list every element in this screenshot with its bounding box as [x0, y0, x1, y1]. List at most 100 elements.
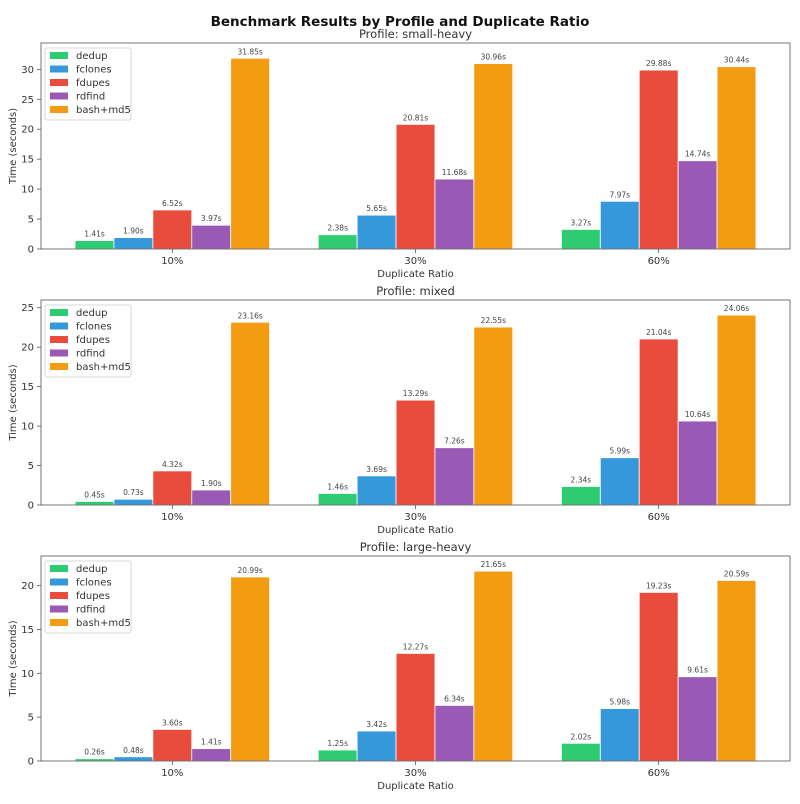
legend-swatch-bash+md5: [50, 106, 68, 113]
bar-fdupes-30%: [395, 123, 436, 250]
bar-dedup-30%: [317, 234, 358, 250]
y-tick-label: 5: [28, 713, 34, 724]
bar-value-label: 30.44s: [724, 56, 749, 65]
bar-value-label: 10.64s: [685, 410, 710, 419]
bar-value-label: 19.23s: [646, 581, 671, 590]
bar-rdfind-10%: [191, 489, 232, 506]
x-tick-label: 30%: [404, 512, 426, 523]
bar-fdupes-10%: [152, 729, 193, 762]
bar-value-label: 12.27s: [403, 642, 428, 651]
legend-swatch-fclones: [50, 322, 68, 330]
bar-rdfind-60%: [677, 160, 718, 250]
bar-rdfind-10%: [191, 748, 232, 762]
bar-value-label: 13.29s: [403, 389, 428, 398]
legend-label: fclones: [76, 578, 112, 589]
bar-value-label: 5.65s: [366, 204, 387, 213]
bar-value-label: 29.88s: [646, 59, 671, 68]
bar-value-label: 6.52s: [162, 199, 183, 208]
bar-value-label: 22.55s: [481, 316, 506, 325]
bar-fdupes-30%: [395, 399, 436, 506]
legend-label: bash+md5: [76, 105, 131, 116]
bar-value-label: 23.16s: [237, 311, 262, 320]
y-tick-label: 25: [21, 303, 34, 314]
bar-bash+md5-10%: [230, 321, 270, 506]
bar-value-label: 0.48s: [123, 746, 144, 755]
bar-fdupes-60%: [638, 338, 679, 506]
legend-swatch-dedup: [50, 309, 68, 316]
x-tick-label: 10%: [161, 256, 183, 267]
legend-swatch-fdupes: [50, 79, 68, 86]
legend-label: fclones: [76, 65, 112, 76]
bar-rdfind-30%: [434, 705, 475, 762]
legend: dedup fclones fdupes rdfind bash+md5: [44, 47, 132, 121]
bar-dedup-10%: [74, 501, 115, 506]
x-tick-label: 60%: [648, 256, 670, 267]
y-tick-label: 25: [21, 95, 34, 106]
legend-swatch-bash+md5: [50, 619, 68, 626]
bar-value-label: 24.06s: [724, 304, 749, 313]
bar-bash+md5-30%: [473, 570, 514, 762]
y-tick-label: 10: [21, 669, 34, 680]
bar-value-label: 21.04s: [646, 328, 671, 337]
subplot-0: Profile: small-heavy 1.41s 2.38s 3.27s 1.90s…: [8, 27, 791, 280]
y-tick-label: 15: [21, 155, 34, 166]
bar-bash+md5-60%: [716, 66, 757, 250]
bar-value-label: 0.26s: [84, 748, 105, 757]
bar-value-label: 21.65s: [481, 560, 506, 569]
figure-title: Benchmark Results by Profile and Duplica…: [211, 14, 590, 30]
bar-dedup-10%: [74, 240, 115, 250]
bar-bash+md5-30%: [473, 63, 514, 250]
bar-value-label: 3.69s: [366, 465, 387, 474]
y-tick-label: 10: [21, 422, 34, 433]
legend-swatch-fdupes: [50, 592, 68, 599]
x-tick-label: 60%: [648, 768, 670, 779]
bar-value-label: 7.26s: [444, 437, 465, 446]
subplot-title: Profile: mixed: [376, 284, 455, 298]
bar-fdupes-30%: [395, 653, 436, 762]
legend-swatch-rdfind: [50, 605, 68, 613]
y-tick-label: 0: [28, 501, 34, 512]
bar-value-label: 7.97s: [609, 190, 630, 199]
bar-fclones-10%: [113, 498, 154, 506]
legend-swatch-rdfind: [50, 349, 68, 357]
bar-fdupes-60%: [638, 69, 679, 250]
bar-value-label: 20.99s: [237, 566, 262, 575]
bar-bash+md5-10%: [230, 576, 270, 762]
y-tick-label: 20: [21, 581, 34, 592]
bar-value-label: 11.68s: [442, 168, 467, 177]
y-tick-label: 5: [28, 461, 34, 472]
bar-value-label: 2.02s: [571, 732, 592, 741]
bar-value-label: 20.81s: [403, 113, 428, 122]
y-tick-label: 0: [28, 245, 34, 256]
bar-value-label: 2.34s: [571, 476, 592, 485]
subplot-2: Profile: large-heavy 0.26s 1.25s 2.02s 0.48s…: [8, 540, 791, 792]
bar-value-label: 1.25s: [327, 739, 348, 748]
bar-value-label: 0.45s: [84, 490, 105, 499]
subplot-title: Profile: small-heavy: [359, 27, 472, 41]
y-tick-label: 15: [21, 382, 34, 393]
legend-swatch-fclones: [50, 65, 68, 73]
legend: dedup fclones fdupes rdfind bash+md5: [44, 304, 132, 378]
y-tick-label: 10: [21, 185, 34, 196]
x-tick-label: 10%: [161, 512, 183, 523]
bar-value-label: 5.99s: [609, 447, 630, 456]
y-tick-label: 5: [28, 215, 34, 226]
bar-dedup-60%: [561, 229, 601, 250]
bar-value-label: 31.85s: [237, 47, 262, 56]
bar-value-label: 1.90s: [201, 479, 222, 488]
bar-value-label: 4.32s: [162, 460, 183, 469]
x-axis-label: Duplicate Ratio: [377, 269, 454, 280]
bar-fclones-10%: [113, 756, 154, 762]
bar-fdupes-10%: [152, 209, 193, 250]
bar-value-label: 1.90s: [123, 227, 144, 236]
bar-dedup-60%: [561, 742, 601, 762]
legend-label: dedup: [76, 308, 108, 319]
y-tick-label: 20: [21, 343, 34, 354]
bar-fdupes-60%: [638, 591, 679, 762]
x-tick-label: 30%: [404, 256, 426, 267]
bar-rdfind-60%: [677, 676, 718, 762]
bar-value-label: 3.97s: [201, 214, 222, 223]
bar-value-label: 1.46s: [327, 482, 348, 491]
bar-value-label: 6.34s: [444, 694, 465, 703]
